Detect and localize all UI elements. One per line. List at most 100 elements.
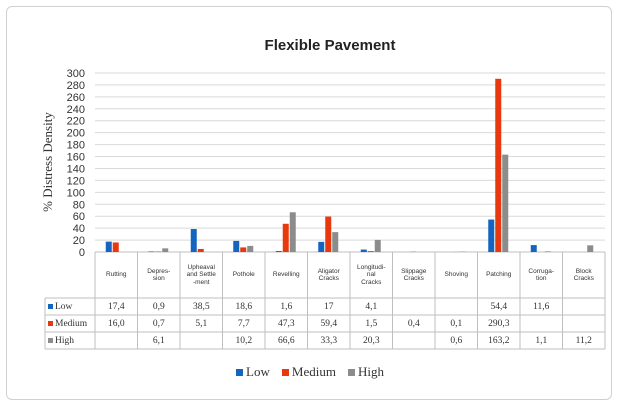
- legend-item: Low: [236, 364, 270, 380]
- legend-swatch: [347, 368, 355, 376]
- y-tick-label: 80: [73, 199, 85, 211]
- y-tick-label: 220: [67, 116, 85, 128]
- bar: [544, 251, 551, 252]
- bar: [112, 242, 119, 252]
- legend-item: High: [347, 364, 384, 380]
- data-label: 59,4: [320, 318, 338, 329]
- legend-label: High: [357, 364, 384, 379]
- bar: [318, 241, 325, 252]
- x-tick-label: Revelling: [272, 271, 300, 279]
- x-tick-label: Aligator Cracks: [317, 267, 340, 283]
- x-tick-label: Slippage Cracks: [401, 267, 427, 283]
- y-tick-label: 100: [67, 187, 85, 199]
- data-label: 0,9: [152, 301, 165, 312]
- bar: [240, 247, 247, 252]
- y-tick-label: 40: [73, 223, 85, 235]
- data-label: 1,1: [535, 335, 548, 346]
- bar: [105, 241, 112, 252]
- y-tick-label: 300: [67, 68, 85, 80]
- legend-swatch: [48, 321, 53, 326]
- chart-frame: [6, 6, 612, 400]
- series-name: Medium: [55, 318, 88, 329]
- legend-swatch: [236, 368, 244, 376]
- bar: [374, 239, 381, 252]
- y-tick-label: 200: [67, 128, 85, 140]
- bar: [190, 229, 197, 252]
- y-tick-label: 0: [79, 247, 85, 259]
- data-label: 1,6: [280, 301, 293, 312]
- bar: [233, 240, 240, 252]
- bar: [530, 245, 537, 252]
- bar: [197, 248, 204, 252]
- x-tick-label: Longitudi- nal Cracks: [356, 263, 386, 286]
- series-name: Low: [55, 301, 73, 312]
- chart-title: Flexible Pavement: [265, 37, 396, 54]
- x-tick-label: Pothole: [232, 271, 255, 279]
- bar: [275, 251, 282, 252]
- y-tick-label: 20: [73, 235, 85, 247]
- x-tick-label: Block Cracks: [573, 267, 594, 283]
- data-label: 20,3: [362, 335, 380, 346]
- x-tick-label: Depres- sion: [147, 267, 171, 283]
- data-label: 18,6: [235, 301, 253, 312]
- data-label: 33,3: [320, 335, 338, 346]
- y-tick-label: 140: [67, 163, 85, 175]
- data-label: 17,4: [107, 301, 125, 312]
- data-label: 16,0: [107, 318, 125, 329]
- data-label: 1,5: [365, 318, 378, 329]
- bar: [162, 248, 169, 252]
- bar: [332, 232, 339, 252]
- bar: [148, 251, 155, 252]
- table-row-label: Low: [45, 298, 95, 315]
- table-row-label: Medium: [45, 315, 95, 332]
- y-tick-label: 180: [67, 140, 85, 152]
- legend-swatch: [48, 304, 53, 309]
- data-label: 38,5: [192, 301, 210, 312]
- bar: [325, 216, 332, 252]
- legend-swatch: [48, 338, 53, 343]
- bar: [502, 154, 509, 252]
- x-tick-label: Shoving: [444, 271, 469, 279]
- data-label: 0,1: [450, 318, 463, 329]
- series-name: High: [55, 335, 74, 346]
- data-label: 4,1: [365, 301, 378, 312]
- table-row-label: High: [45, 332, 95, 349]
- data-label: 54,4: [490, 301, 508, 312]
- bar: [488, 219, 495, 252]
- bar: [360, 249, 367, 252]
- data-label: 0,6: [450, 335, 463, 346]
- data-label: 163,2: [488, 335, 510, 346]
- y-axis-label: % Distress Density: [40, 112, 55, 212]
- data-label: 47,3: [277, 318, 295, 329]
- bar: [282, 223, 289, 252]
- bar: [587, 245, 594, 252]
- x-tick-label: Upheaval and Settle -ment: [186, 263, 216, 286]
- x-tick-label: Patching: [486, 271, 512, 279]
- data-label: 0,4: [407, 318, 420, 329]
- bar: [289, 212, 296, 252]
- legend: Low Medium High: [0, 364, 620, 380]
- data-label: 66,6: [277, 335, 295, 346]
- legend-label: Low: [246, 364, 270, 379]
- data-label: 11,6: [533, 301, 550, 312]
- data-label: 0,7: [152, 318, 165, 329]
- data-label: 5,1: [195, 318, 208, 329]
- x-tick-label: Corruga- tion: [528, 267, 555, 283]
- y-tick-label: 240: [67, 104, 85, 116]
- data-label: 7,7: [237, 318, 250, 329]
- data-label: 17: [324, 301, 334, 312]
- data-label: 290,3: [488, 318, 510, 329]
- x-tick-label: Rutting: [105, 271, 127, 279]
- bar: [247, 245, 254, 252]
- data-label: 6,1: [152, 335, 165, 346]
- legend-item: Medium: [281, 364, 336, 380]
- y-tick-label: 260: [67, 92, 85, 104]
- bar: [495, 78, 502, 253]
- y-tick-label: 120: [67, 175, 85, 187]
- legend-swatch: [281, 368, 289, 376]
- y-tick-label: 60: [73, 211, 85, 223]
- data-label: 10,2: [235, 335, 253, 346]
- bar: [367, 251, 374, 252]
